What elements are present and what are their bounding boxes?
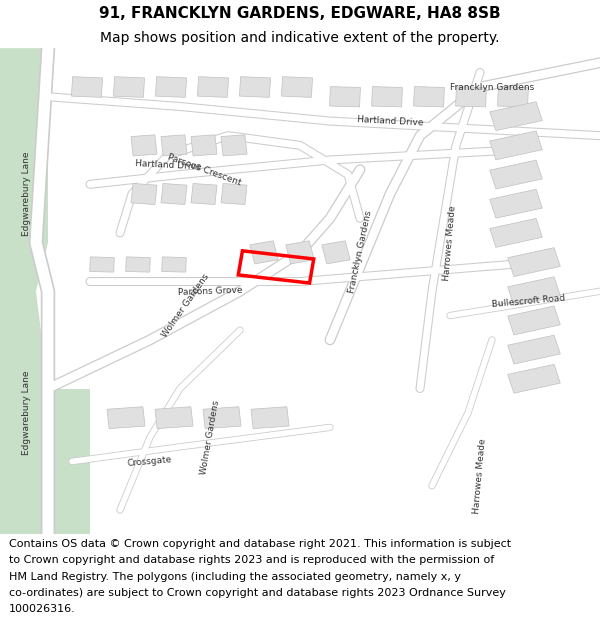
Text: Map shows position and indicative extent of the property.: Map shows position and indicative extent… <box>100 31 500 44</box>
Bar <box>497 87 529 107</box>
Bar <box>508 306 560 335</box>
Bar <box>322 241 350 264</box>
Bar <box>238 251 314 283</box>
Text: Bullescroft Road: Bullescroft Road <box>491 293 565 309</box>
Bar <box>107 407 145 429</box>
Bar <box>161 135 187 156</box>
Bar <box>191 184 217 204</box>
Text: HM Land Registry. The polygons (including the associated geometry, namely x, y: HM Land Registry. The polygons (includin… <box>9 571 461 581</box>
Bar <box>413 87 445 107</box>
Text: 100026316.: 100026316. <box>9 604 76 614</box>
Bar <box>490 131 542 160</box>
Bar <box>329 87 361 107</box>
Bar <box>155 77 187 98</box>
Bar <box>191 135 217 156</box>
Text: Wolmer Gardens: Wolmer Gardens <box>161 272 211 339</box>
Bar <box>490 189 542 218</box>
Bar <box>131 135 157 156</box>
Bar <box>239 77 271 98</box>
Bar <box>155 407 193 429</box>
Text: Harrowes Meade: Harrowes Meade <box>472 438 488 514</box>
Bar <box>251 407 289 429</box>
Bar <box>281 77 313 98</box>
Text: 91, FRANCKLYN GARDENS, EDGWARE, HA8 8SB: 91, FRANCKLYN GARDENS, EDGWARE, HA8 8SB <box>99 6 501 21</box>
Bar <box>508 335 560 364</box>
Bar <box>113 77 145 98</box>
Polygon shape <box>0 389 90 534</box>
Text: Edgwarebury Lane: Edgwarebury Lane <box>23 371 32 455</box>
Bar <box>125 257 151 272</box>
Bar <box>161 184 187 204</box>
Text: Hartland Drive: Hartland Drive <box>356 115 424 128</box>
Bar <box>161 257 187 272</box>
Bar <box>508 277 560 306</box>
Bar <box>250 241 278 264</box>
Text: Wolmer Gardens: Wolmer Gardens <box>199 399 221 475</box>
Bar <box>89 257 115 272</box>
Text: Contains OS data © Crown copyright and database right 2021. This information is : Contains OS data © Crown copyright and d… <box>9 539 511 549</box>
Text: Parsons Crescent: Parsons Crescent <box>166 152 242 188</box>
Polygon shape <box>0 48 48 534</box>
Bar <box>455 87 487 107</box>
Text: Parsons Grove: Parsons Grove <box>178 286 242 297</box>
Bar <box>131 184 157 204</box>
Text: Harrowes Meade: Harrowes Meade <box>442 204 458 281</box>
Text: Francklyn Gardens: Francklyn Gardens <box>347 210 373 294</box>
Text: Crossgate: Crossgate <box>127 455 173 468</box>
Bar <box>286 241 314 264</box>
Bar <box>508 364 560 393</box>
Text: Francklyn Gardens: Francklyn Gardens <box>450 82 534 91</box>
Bar <box>508 248 560 276</box>
Bar <box>490 219 542 248</box>
Bar <box>197 77 229 98</box>
Bar <box>490 160 542 189</box>
Text: Edgwarebury Lane: Edgwarebury Lane <box>23 152 32 236</box>
Bar <box>203 407 241 429</box>
Text: co-ordinates) are subject to Crown copyright and database rights 2023 Ordnance S: co-ordinates) are subject to Crown copyr… <box>9 588 506 598</box>
Bar <box>490 102 542 131</box>
Text: Hartland Drive: Hartland Drive <box>134 159 202 171</box>
Text: to Crown copyright and database rights 2023 and is reproduced with the permissio: to Crown copyright and database rights 2… <box>9 555 494 565</box>
Bar <box>221 135 247 156</box>
Bar <box>71 77 103 98</box>
Bar <box>221 184 247 204</box>
Bar <box>371 87 403 107</box>
